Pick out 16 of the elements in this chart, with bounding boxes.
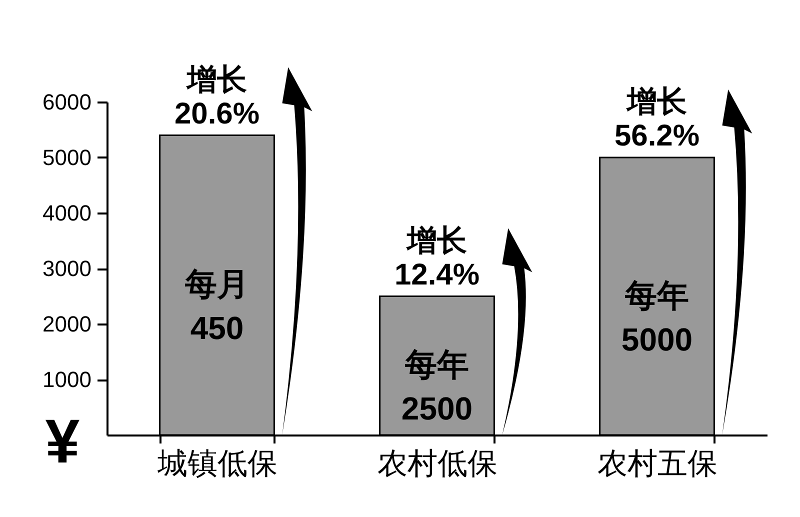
x-tick-label: 农村五保 [598,448,718,480]
annotation: 增长 56.2% [614,86,700,152]
y-tick-label: 3000 [42,256,92,281]
annotation: 增长 12.4% [394,224,480,292]
x-tick-label: 农村低保 [378,448,498,480]
data-label: 每月 450 [184,266,249,346]
x-tick-label: 城镇低保 [156,448,278,480]
y-tick-label: 1000 [42,367,92,392]
y-tick-label: 4000 [42,200,92,226]
data-label: 每年 5000 [621,277,693,358]
y-tick-label: 2000 [42,312,92,336]
y-tick-label: 6000 [42,90,92,114]
y-tick-label: 5000 [42,145,92,170]
y-axis-title: ¥ [45,408,80,476]
annotation: 增长 20.6% [174,63,260,130]
data-label: 每年 2500 [401,346,473,427]
